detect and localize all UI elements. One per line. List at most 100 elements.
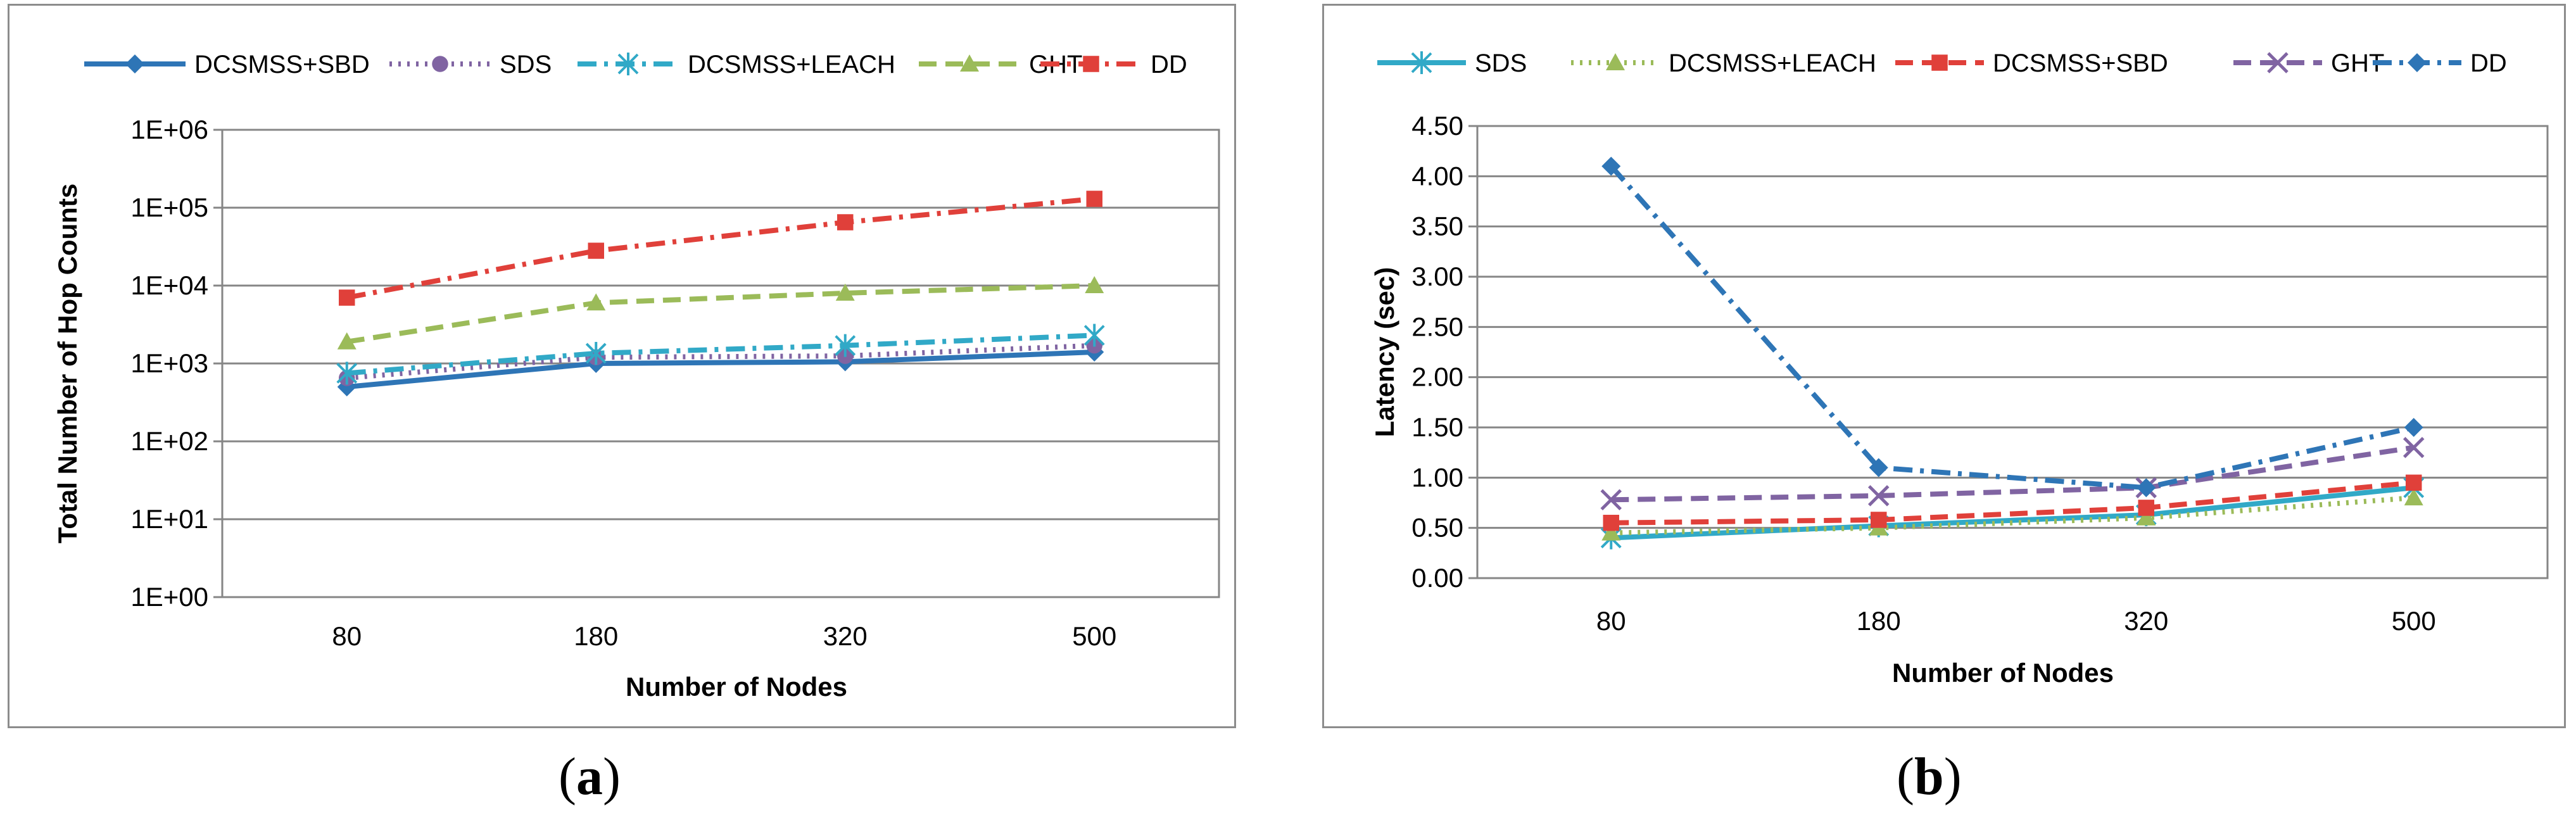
data-point-star	[585, 341, 607, 365]
x-axis-title: Number of Nodes	[626, 672, 847, 702]
data-point-square	[1871, 512, 1887, 528]
legend-item: SDS	[389, 51, 552, 79]
y-axis-title: Latency (sec)	[1370, 267, 1399, 437]
caption-a: (a)	[559, 747, 621, 806]
series-line	[346, 332, 1095, 376]
series-line	[1611, 495, 2415, 536]
x-axis-title: Number of Nodes	[1892, 658, 2114, 688]
data-point-x	[2402, 436, 2425, 458]
legend-item: DD	[2373, 49, 2507, 77]
legend-item: GHT	[2233, 49, 2384, 77]
legend: SDS DCSMSS+LEACH DCSMSS+SBD GHT DD	[1377, 49, 2507, 77]
data-point-star	[835, 334, 856, 357]
y-tick-label: 1E+00	[130, 582, 208, 612]
legend-label: DCSMSS+SBD	[1993, 49, 2168, 77]
data-point-square	[1603, 514, 1619, 531]
legend-item: DCSMSS+LEACH	[1571, 49, 1876, 77]
series-line	[1609, 164, 2415, 491]
chart-svg: 1E+00 1E+01 1E+02 1E+03 1E+04 1E+05 1E+06 80 180…	[53, 51, 1220, 702]
legend-item: DD	[1040, 51, 1187, 79]
data-point-square	[837, 214, 854, 230]
y-tick-label: 0.50	[1411, 513, 1463, 543]
legend-item: DCSMSS+LEACH	[578, 51, 895, 79]
data-point-diamond	[2404, 418, 2423, 437]
x-tick-label: 80	[332, 621, 362, 651]
data-point-square	[339, 289, 355, 306]
y-tick-label: 1E+04	[130, 270, 208, 300]
data-point-square	[1086, 191, 1102, 207]
y-tick-label: 1.50	[1411, 412, 1463, 442]
series-ght	[337, 276, 1104, 350]
data-point-triangle	[2404, 488, 2423, 506]
caption-letter: a	[576, 747, 603, 806]
legend-label: DD	[1151, 51, 1187, 79]
data-point-triangle	[337, 332, 357, 350]
x-tick-label: 320	[823, 621, 868, 651]
caption-letter: b	[1914, 747, 1944, 806]
chart-svg: 0.00 0.50 1.00 1.50 2.00 2.50 3.00 3.50 4.00 4.50…	[1370, 49, 2549, 688]
legend-item: DCSMSS+SBD	[84, 51, 370, 79]
data-point-diamond	[2137, 478, 2156, 498]
series-line	[1611, 445, 2415, 503]
data-point-circle	[432, 56, 448, 72]
data-point-triangle	[586, 293, 606, 311]
data-point-diamond	[1601, 156, 1621, 176]
data-point-triangle	[1606, 53, 1625, 70]
chart-panel-b: 0.00 0.50 1.00 1.50 2.00 2.50 3.00 3.50 4.00 4.50…	[1322, 4, 2566, 728]
legend-label: DCSMSS+LEACH	[1669, 49, 1876, 77]
series-dcsmss-sbd	[1603, 474, 2422, 531]
data-point-star	[1083, 324, 1105, 347]
data-point-square	[2406, 474, 2422, 491]
y-tick-label: 1E+03	[130, 348, 208, 378]
data-point-diamond	[125, 54, 144, 73]
series-ght	[1600, 436, 2425, 511]
series-dd	[1601, 156, 2423, 498]
data-point-square	[2138, 500, 2154, 516]
data-point-triangle	[960, 54, 979, 72]
y-tick-label: 1E+02	[130, 426, 208, 456]
x-tick-label: 80	[1596, 606, 1626, 636]
data-point-star	[336, 362, 358, 385]
x-tick-label: 180	[574, 621, 618, 651]
series-line	[346, 283, 1095, 344]
data-point-triangle	[1085, 276, 1104, 293]
legend: DCSMSS+SBD SDS DCSMSS+LEACH GHT DD	[84, 51, 1187, 79]
data-point-star	[1411, 51, 1432, 74]
legend-label: SDS	[1475, 49, 1527, 77]
data-point-triangle	[835, 283, 855, 301]
y-tick-label: 1E+06	[130, 115, 208, 144]
y-tick-label: 1E+05	[130, 192, 208, 222]
data-point-square	[588, 243, 604, 259]
caption-b: (b)	[1897, 747, 1962, 806]
y-axis-title: Total Number of Hop Counts	[53, 184, 82, 544]
y-tick-label: 2.00	[1411, 362, 1463, 392]
legend-item: DCSMSS+SBD	[1895, 49, 2168, 77]
y-tick-label: 2.50	[1411, 312, 1463, 341]
legend-label: DCSMSS+SBD	[194, 51, 370, 79]
y-tick-label: 3.00	[1411, 262, 1463, 291]
data-point-x	[2267, 52, 2289, 73]
series-line	[346, 343, 1095, 381]
x-tick-label: 180	[1857, 606, 1901, 636]
y-tick-label: 3.50	[1411, 211, 1463, 241]
legend-label: DCSMSS+LEACH	[688, 51, 895, 79]
data-point-triangle	[2137, 508, 2156, 526]
y-tick-label: 0.00	[1411, 563, 1463, 593]
data-point-triangle	[1601, 523, 1621, 541]
data-point-square	[1083, 56, 1099, 72]
data-point-diamond	[1869, 458, 1888, 477]
legend-label: SDS	[500, 51, 552, 79]
series-line	[346, 196, 1095, 300]
series-line	[1611, 480, 2415, 526]
data-point-x	[1867, 485, 1890, 507]
legend-label: DD	[2470, 49, 2507, 77]
series-dcsmss-leach	[336, 324, 1105, 385]
x-tick-label: 500	[1072, 621, 1116, 651]
x-tick-label: 320	[2124, 606, 2168, 636]
legend-item: SDS	[1377, 49, 1527, 77]
series-dd	[339, 191, 1102, 306]
y-tick-label: 4.00	[1411, 161, 1463, 191]
y-tick-label: 1E+01	[130, 504, 208, 534]
y-tick-label: 1.00	[1411, 462, 1463, 492]
data-point-diamond	[2408, 53, 2427, 72]
